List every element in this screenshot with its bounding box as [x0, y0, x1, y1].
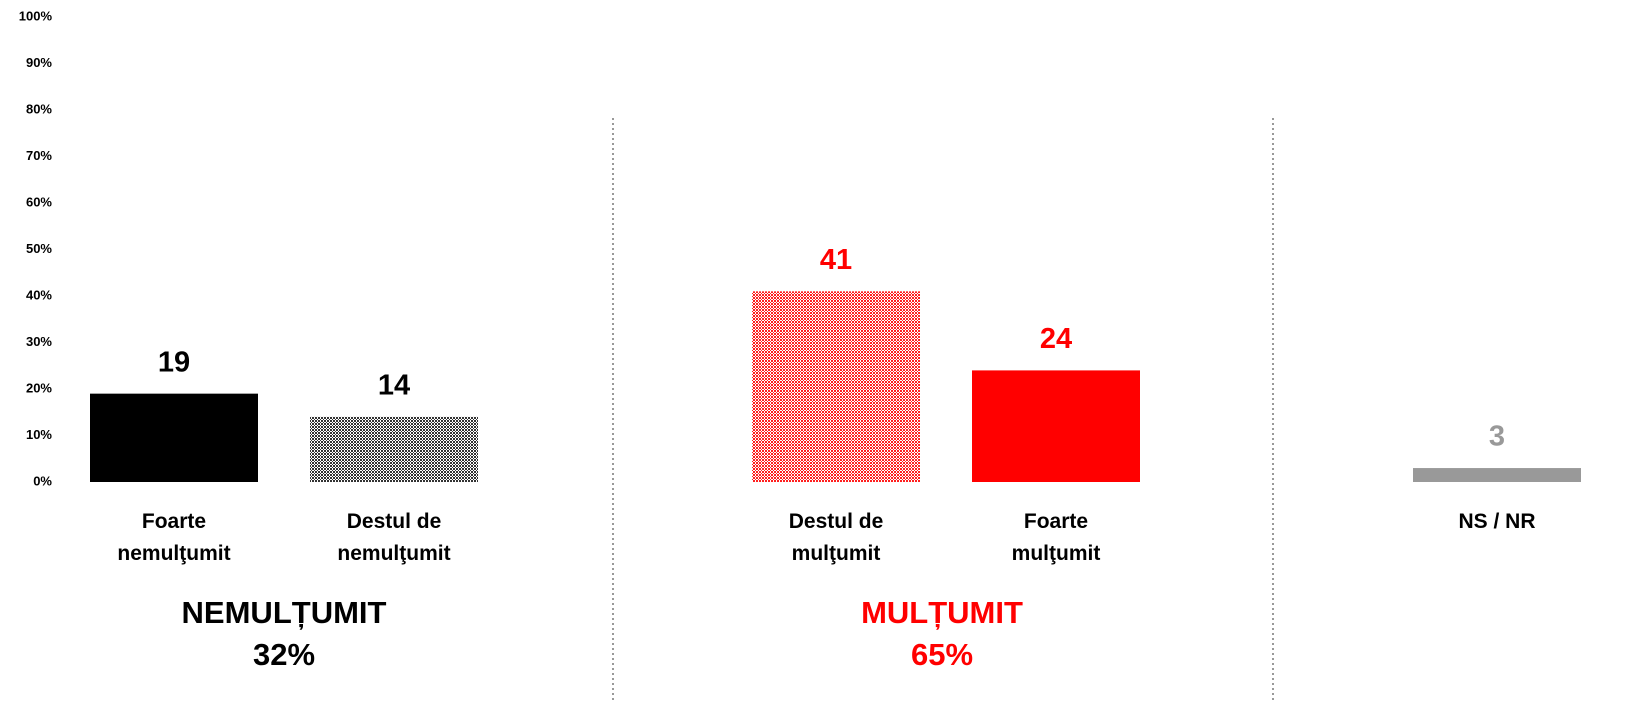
group-name: MULȚUMIT: [861, 595, 1023, 630]
bar: [310, 416, 478, 482]
y-tick-label: 100%: [19, 8, 53, 23]
bar: [752, 291, 920, 482]
group-total: 32%: [252, 637, 316, 672]
group-name: NEMULȚUMIT: [181, 595, 387, 630]
y-tick-label: 80%: [26, 101, 52, 116]
x-tick-label: Destul de nemulţumit: [337, 510, 451, 565]
bar: [972, 370, 1140, 482]
y-tick-label: 70%: [26, 148, 52, 163]
value-label: 3: [1489, 421, 1505, 453]
y-tick-label: 20%: [26, 380, 52, 395]
group-total: 65%: [910, 637, 974, 672]
y-tick-label: 40%: [26, 287, 52, 302]
y-tick-label: 10%: [26, 427, 52, 442]
y-tick-label: 50%: [26, 241, 52, 256]
value-label: 19: [158, 346, 190, 378]
value-label: 14: [378, 370, 410, 402]
value-label: 24: [1040, 323, 1072, 355]
bar: [90, 393, 258, 482]
x-tick-label: NS / NR: [1458, 510, 1536, 533]
x-tick-label: Foarte mulţumit: [1011, 510, 1101, 565]
x-tick-label: Foarte nemulţumit: [117, 510, 231, 565]
x-tick-label: Destul de mulţumit: [788, 510, 884, 565]
bar: [1413, 468, 1581, 482]
value-label: 41: [820, 244, 852, 276]
y-tick-label: 90%: [26, 55, 52, 70]
y-tick-label: 30%: [26, 334, 52, 349]
y-tick-label: 60%: [26, 194, 52, 209]
y-tick-label: 0%: [33, 473, 52, 488]
